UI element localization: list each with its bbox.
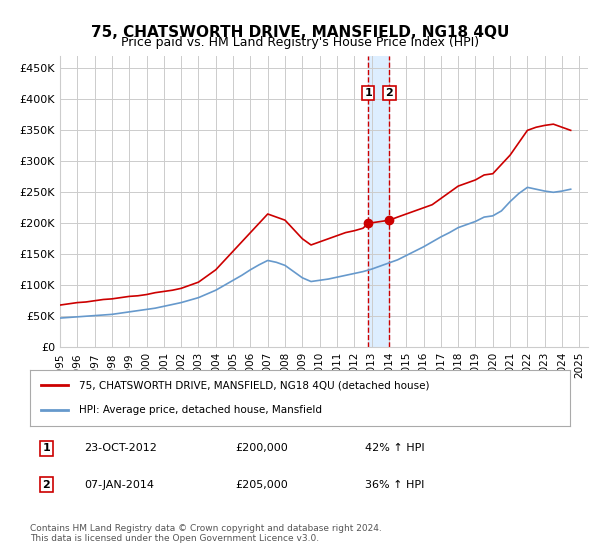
- Text: 42% ↑ HPI: 42% ↑ HPI: [365, 444, 424, 454]
- Text: Price paid vs. HM Land Registry's House Price Index (HPI): Price paid vs. HM Land Registry's House …: [121, 36, 479, 49]
- Text: Contains HM Land Registry data © Crown copyright and database right 2024.
This d: Contains HM Land Registry data © Crown c…: [30, 524, 382, 543]
- Text: £205,000: £205,000: [235, 479, 288, 489]
- Bar: [368, 56, 389, 347]
- Text: 1: 1: [364, 88, 372, 98]
- Text: 2: 2: [386, 88, 394, 98]
- Text: 23-OCT-2012: 23-OCT-2012: [84, 444, 157, 454]
- Text: 07-JAN-2014: 07-JAN-2014: [84, 479, 154, 489]
- Text: 75, CHATSWORTH DRIVE, MANSFIELD, NG18 4QU (detached house): 75, CHATSWORTH DRIVE, MANSFIELD, NG18 4Q…: [79, 380, 429, 390]
- Text: 1: 1: [43, 444, 50, 454]
- Text: 36% ↑ HPI: 36% ↑ HPI: [365, 479, 424, 489]
- Text: £200,000: £200,000: [235, 444, 288, 454]
- Text: 2: 2: [43, 479, 50, 489]
- Text: 75, CHATSWORTH DRIVE, MANSFIELD, NG18 4QU: 75, CHATSWORTH DRIVE, MANSFIELD, NG18 4Q…: [91, 25, 509, 40]
- Text: HPI: Average price, detached house, Mansfield: HPI: Average price, detached house, Mans…: [79, 405, 322, 415]
